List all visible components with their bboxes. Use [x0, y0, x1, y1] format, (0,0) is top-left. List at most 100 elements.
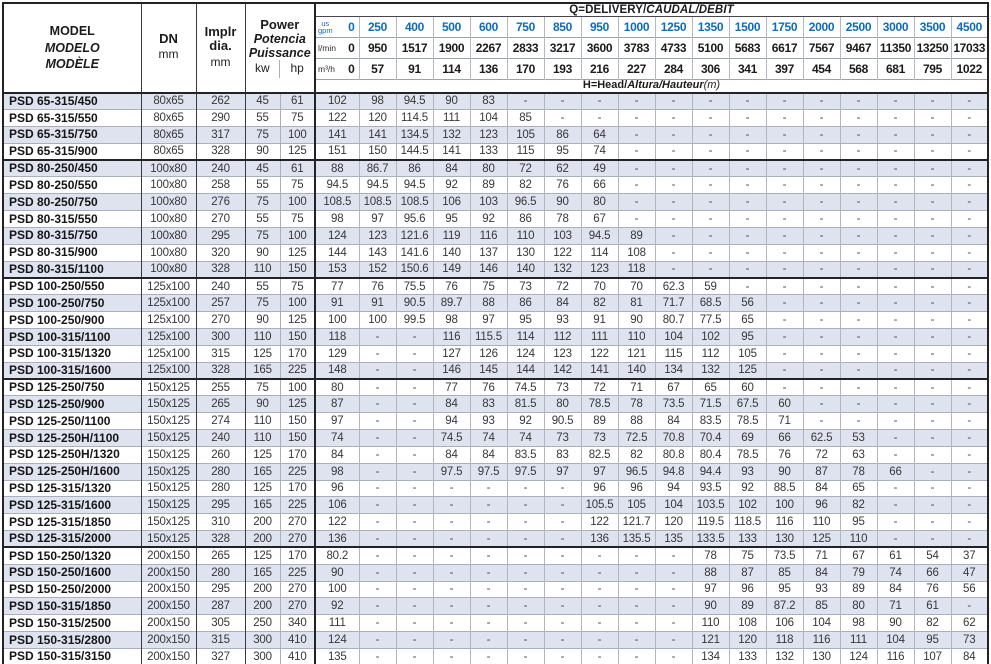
head-value-cell: - — [914, 445, 952, 464]
head-value-cell: 123 — [581, 260, 619, 279]
flow-value-cell: 3000 — [876, 16, 914, 38]
head-value-cell: 114 — [581, 243, 619, 262]
head-value-cell: - — [655, 142, 693, 161]
head-value-cell: - — [618, 563, 656, 582]
flow-value-cell: 114 — [432, 58, 470, 80]
head-value-cell: - — [766, 193, 804, 211]
table-row: PSD 125-250H/1600 150x125 280 165 225 98- -97.… — [3, 462, 988, 481]
head-value-cell: 133 — [729, 647, 767, 664]
flow-value-cell: 681 — [876, 58, 914, 80]
table-row: PSD 150-315/3150 200x150 327 300 410 135- - - - -… — [3, 647, 988, 664]
model-cell: PSD 65-315/550 — [3, 108, 142, 127]
head-value-cell: 110 — [803, 513, 841, 531]
table-row: PSD 80-250/450 100x80 240 45 61 88 86.7 86 84 80 7… — [3, 159, 988, 177]
head-value-cell: 90 — [877, 614, 915, 632]
head-value-cell: 47 — [951, 563, 988, 582]
head-value-cell: 76 — [914, 580, 952, 598]
model-cell: PSD 80-315/900 — [3, 243, 142, 262]
head-value-cell: 144 — [315, 243, 360, 262]
head-value-cell: - — [507, 614, 545, 632]
head-value-cell: - — [544, 513, 582, 531]
flow-value-cell: 5100 — [691, 37, 729, 59]
head-value-cell: 118 — [315, 327, 360, 346]
head-value-cell: - — [766, 277, 804, 295]
head-value-cell: - — [581, 563, 619, 582]
hp-cell: 125 — [280, 243, 316, 262]
head-value-cell: - — [470, 631, 508, 649]
head-value-cell: 92 — [433, 176, 471, 194]
head-value-cell: 99.5 — [396, 311, 434, 329]
head-value-cell: 67 — [840, 546, 878, 565]
flow-value-cell: 4733 — [654, 37, 692, 59]
model-cell: PSD 100-315/1100 — [3, 327, 142, 346]
head-value-cell: 140 — [507, 260, 545, 279]
power-label-es: Potencia — [253, 31, 306, 46]
head-value-cell: - — [766, 294, 804, 312]
head-value-cell: - — [766, 243, 804, 262]
head-value-cell: 136 — [315, 530, 360, 549]
table-row: PSD 150-315/2800 200x150 315 300 410 124- - - - -… — [3, 631, 988, 649]
head-value-cell: 88 — [692, 563, 730, 582]
dia-cell: 295 — [196, 580, 246, 598]
head-value-cell: - — [914, 277, 952, 295]
head-value-cell: - — [914, 479, 952, 497]
head-value-cell: 110 — [618, 327, 656, 346]
head-value-cell: 115 — [507, 142, 545, 161]
head-value-cell: 93 — [729, 462, 767, 481]
head-value-cell: 135.5 — [618, 530, 656, 549]
head-value-cell: 80 — [470, 159, 508, 177]
dn-cell: 80x65 — [141, 142, 197, 161]
dia-cell: 328 — [196, 260, 246, 279]
table-row: PSD 80-315/1100 100x80 328 110 150 153 152 150.… — [3, 260, 988, 279]
head-value-cell: - — [507, 496, 545, 514]
dn-cell: 100x80 — [141, 193, 197, 211]
head-value-cell: - — [803, 159, 841, 177]
head-value-cell: - — [766, 378, 804, 396]
dia-cell: 287 — [196, 597, 246, 615]
head-value-cell: 80.7 — [655, 311, 693, 329]
head-value-cell: 83.5 — [507, 445, 545, 464]
head-value-cell: - — [433, 496, 471, 514]
head-value-cell: 133.5 — [692, 530, 730, 549]
head-value-cell: 121.7 — [618, 513, 656, 531]
kw-cell: 200 — [245, 513, 281, 531]
head-value-cell: 78.5 — [729, 412, 767, 430]
head-value-cell: 89 — [618, 226, 656, 245]
hp-cell: 225 — [280, 361, 316, 380]
head-value-cell: 90 — [618, 311, 656, 329]
head-value-cell: - — [507, 92, 545, 110]
head-value-cell: 103 — [544, 226, 582, 245]
table-row: PSD 100-315/1600 125x100 328 165 225 148- -146… — [3, 361, 988, 380]
flow-value-cell: 568 — [839, 58, 877, 80]
head-value-cell: - — [914, 142, 952, 161]
head-value-cell: - — [803, 210, 841, 228]
head-value-cell: - — [618, 647, 656, 664]
kw-cell: 250 — [245, 614, 281, 632]
model-cell: PSD 100-250/750 — [3, 294, 142, 312]
table-row: PSD 100-315/1100 125x100 300 110 150 118- -116… — [3, 327, 988, 346]
head-value-cell: 106 — [433, 193, 471, 211]
hp-cell: 170 — [280, 546, 316, 565]
head-value-cell: - — [729, 108, 767, 127]
kw-cell: 75 — [245, 294, 281, 312]
head-value-cell: - — [618, 193, 656, 211]
head-value-cell: - — [766, 159, 804, 177]
head-value-cell: 74.5 — [433, 428, 471, 447]
hp-cell: 125 — [280, 395, 316, 413]
head-value-cell: - — [692, 176, 730, 194]
head-value-cell: 90 — [315, 563, 360, 582]
head-value-cell: 97 — [581, 462, 619, 481]
dia-cell: 310 — [196, 513, 246, 531]
head-value-cell: - — [655, 563, 693, 582]
table-row: PSD 80-250/750 100x80 276 75 100 108.5 108.5 10… — [3, 193, 988, 211]
head-value-cell: 151 — [315, 142, 360, 161]
head-value-cell: - — [877, 327, 915, 346]
head-value-cell: 75.5 — [396, 277, 434, 295]
head-value-cell: - — [877, 479, 915, 497]
kw-cell: 45 — [245, 159, 281, 177]
head-value-cell: 105 — [507, 125, 545, 144]
head-value-cell: 78.5 — [729, 445, 767, 464]
head-value-cell: - — [914, 294, 952, 312]
head-value-cell: - — [396, 513, 434, 531]
table-row: PSD 80-315/750 100x80 295 75 100 124 123 121.6 1… — [3, 226, 988, 245]
